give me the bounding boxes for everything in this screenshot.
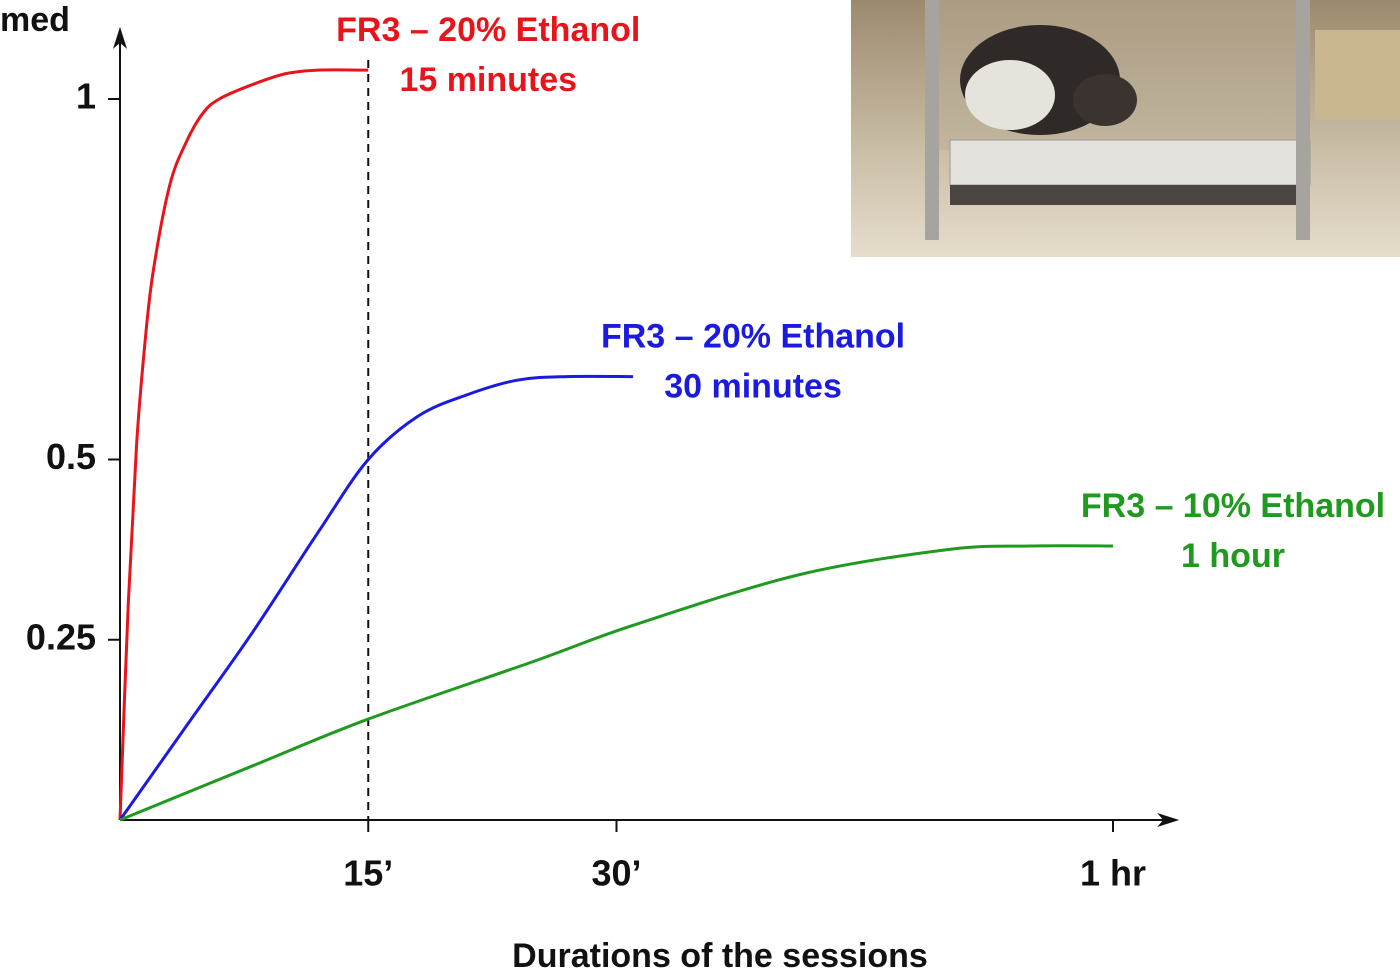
y-axis-arrow (113, 26, 127, 49)
series-line (118, 374, 634, 821)
series-duration: 1 hour (1181, 537, 1285, 575)
series-label: FR3 – 10% Ethanol (1081, 487, 1385, 525)
photo (851, 0, 1400, 257)
x-tick-label: 1 hr (1080, 853, 1146, 894)
y-tick-label: 0.5 (46, 436, 96, 477)
series-line (118, 68, 369, 821)
x-axis-label: Durations of the sessions (512, 937, 928, 975)
x-tick-label: 30’ (591, 853, 641, 894)
x-tick-label: 15’ (343, 853, 393, 894)
series-label: FR3 – 20% Ethanol (336, 11, 640, 49)
series-duration: 30 minutes (664, 368, 842, 406)
series-line (119, 544, 1114, 822)
x-axis-arrow (1157, 813, 1180, 827)
series-label: FR3 – 20% Ethanol (601, 318, 905, 356)
y-tick-label: 1 (76, 76, 96, 117)
y-axis-label: med (0, 1, 70, 39)
series-duration: 15 minutes (399, 61, 577, 99)
y-tick-label: 0.25 (26, 616, 96, 657)
